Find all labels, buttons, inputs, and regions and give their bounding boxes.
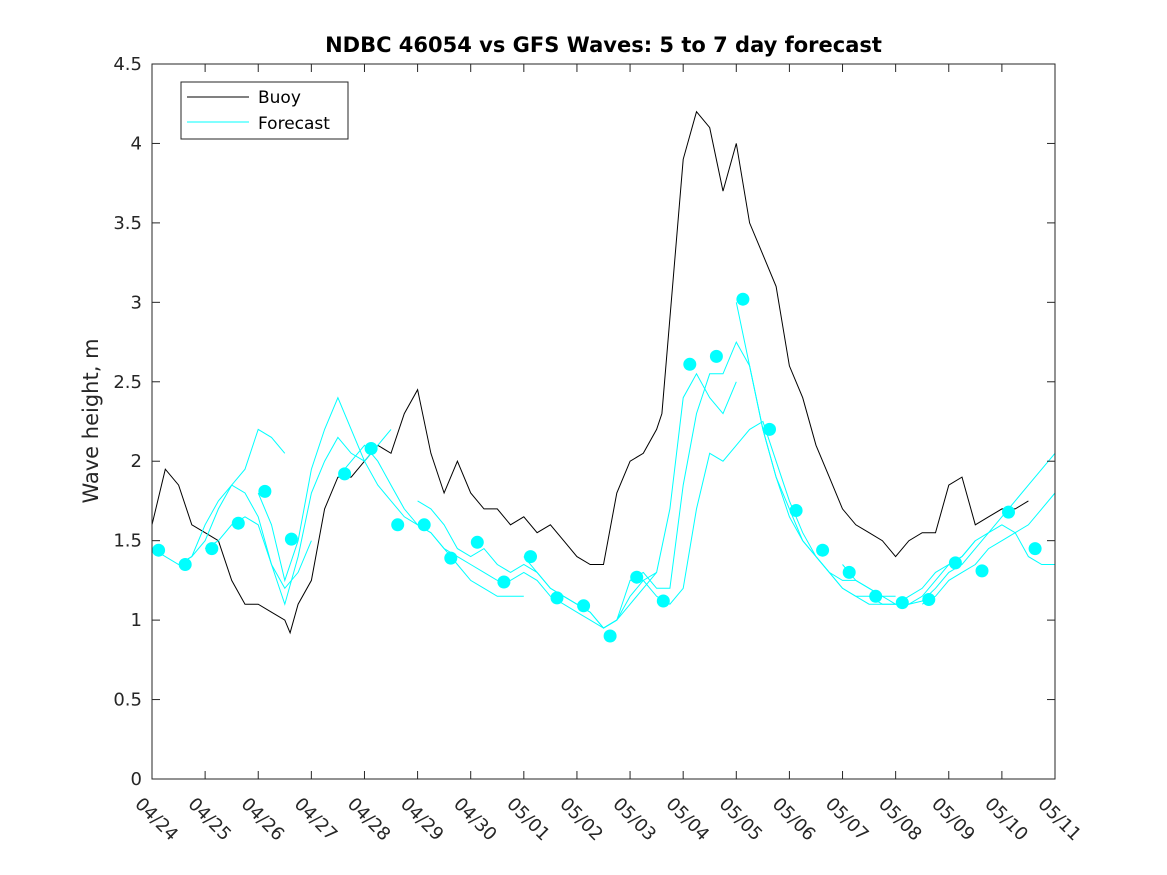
x-tick-label: 04/26 [237, 794, 289, 846]
y-tick-label: 1.5 [113, 531, 142, 552]
y-tick-label: 2.5 [113, 372, 142, 393]
x-tick-label: 05/08 [874, 794, 926, 846]
forecast-marker [470, 535, 484, 549]
y-tick-label: 0.5 [113, 690, 142, 711]
x-tick-label: 05/07 [821, 794, 873, 846]
forecast-marker [497, 575, 511, 589]
forecast-line-1 [151, 428, 286, 566]
forecast-marker [630, 570, 644, 584]
x-tick-label: 04/25 [184, 794, 236, 846]
x-tick-label: 04/30 [449, 794, 501, 846]
plot-area [152, 64, 1055, 779]
plot-frame [151, 63, 1056, 780]
forecast-marker [656, 594, 670, 608]
legend: Buoy Forecast [180, 81, 349, 140]
x-tick-label: 05/06 [768, 794, 820, 846]
legend-label-buoy: Buoy [258, 88, 301, 108]
forecast-marker [922, 593, 936, 606]
x-tick-label: 04/28 [343, 794, 395, 846]
y-tick-label: 3.5 [113, 213, 142, 234]
x-tick-label: 05/11 [1033, 794, 1085, 846]
forecast-marker [842, 565, 856, 579]
y-tick-label: 2 [131, 451, 142, 472]
forecast-line-2 [178, 484, 312, 590]
forecast-marker [975, 564, 989, 578]
forecast-marker [258, 484, 272, 498]
x-tick-label: 04/29 [396, 794, 448, 846]
forecast-marker [816, 543, 830, 557]
y-tick-label: 0 [131, 769, 142, 790]
forecast-marker [417, 518, 431, 532]
forecast-marker [338, 467, 352, 481]
y-tick-label: 3 [131, 292, 142, 313]
forecast-line-4 [257, 396, 524, 597]
forecast-marker [736, 292, 750, 306]
y-tick-label: 4 [131, 133, 142, 154]
y-axis: 0 0.5 1 1.5 2 2.5 3 3.5 4 4.5 [113, 54, 1055, 790]
buoy-series [151, 110, 1029, 635]
buoy-line [151, 110, 1029, 635]
forecast-marker [603, 629, 617, 643]
x-tick-label: 05/02 [555, 794, 607, 846]
forecast-marker [231, 516, 245, 530]
forecast-marker [895, 596, 909, 610]
forecast-marker [178, 558, 192, 571]
x-tick-label: 05/04 [662, 794, 714, 846]
forecast-marker [709, 349, 723, 363]
forecast-marker [152, 543, 166, 557]
x-tick-label: 05/01 [502, 794, 554, 846]
forecast-marker [364, 442, 378, 455]
legend-box [180, 81, 349, 140]
chart-title: NDBC 46054 vs GFS Waves: 5 to 7 day fore… [325, 33, 882, 57]
y-axis-label: Wave height, m [79, 338, 103, 503]
x-tick-label: 04/27 [290, 794, 342, 846]
forecast-marker [577, 599, 591, 613]
forecast-marker [683, 357, 697, 371]
forecast-marker [550, 591, 564, 605]
forecast-markers [152, 292, 1042, 643]
x-tick-label: 05/10 [980, 794, 1032, 846]
forecast-marker [524, 550, 537, 564]
x-tick-label: 05/03 [609, 794, 661, 846]
x-tick-label: 05/05 [715, 794, 767, 846]
forecast-marker [205, 542, 219, 556]
x-tick-label: 05/09 [927, 794, 979, 846]
forecast-marker [948, 556, 962, 570]
forecast-line-11 [921, 492, 1056, 605]
forecast-marker [869, 589, 883, 603]
legend-label-forecast: Forecast [258, 114, 330, 134]
y-tick-label: 4.5 [113, 54, 142, 75]
forecast-marker [763, 422, 776, 436]
forecast-marker [284, 532, 298, 546]
forecast-marker [1028, 542, 1042, 556]
forecast-marker [1002, 505, 1015, 519]
forecast-marker [444, 551, 458, 565]
y-tick-label: 1 [131, 610, 142, 631]
x-tick-label: 04/24 [130, 794, 182, 846]
forecast-marker [789, 504, 803, 517]
forecast-marker [391, 518, 405, 532]
